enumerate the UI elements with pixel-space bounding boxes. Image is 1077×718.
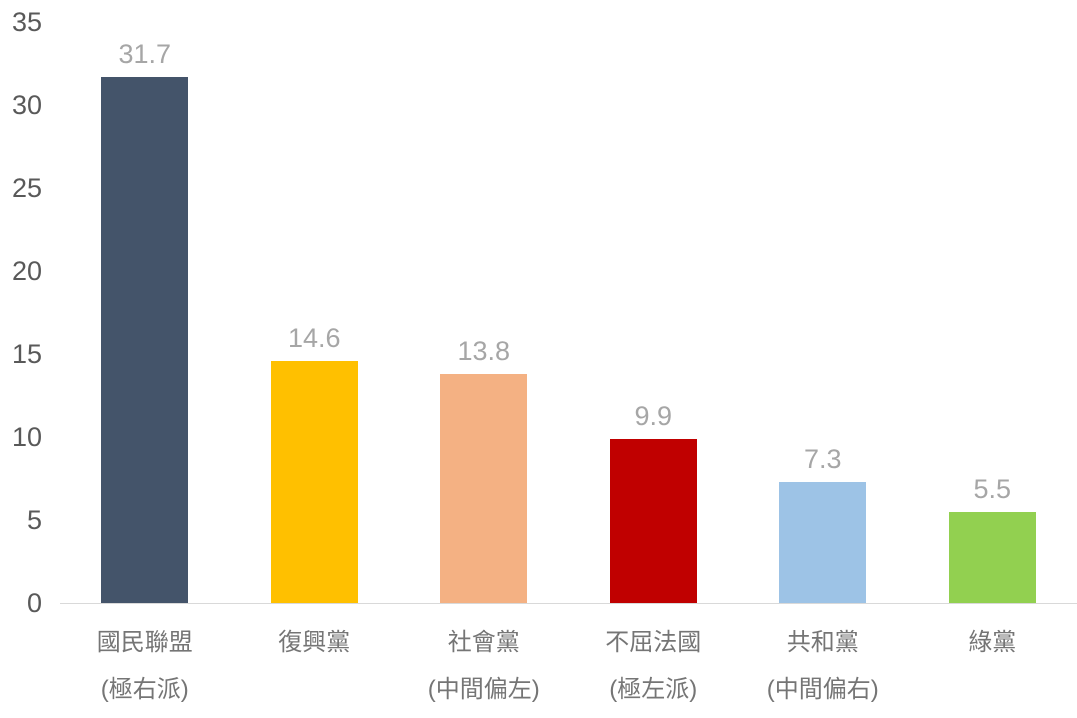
- y-axis-tick-label: 25: [11, 173, 42, 203]
- y-axis-tick-label: 15: [11, 339, 42, 369]
- category-label: 綠黨: [968, 629, 1017, 656]
- category-label: 共和黨: [786, 629, 859, 656]
- bar-value-label: 13.8: [457, 335, 511, 366]
- bar: [948, 511, 1036, 603]
- bar-value-label: 9.9: [634, 400, 673, 431]
- x-axis-line: [60, 603, 1077, 604]
- bar-value-label: 14.6: [287, 322, 341, 353]
- y-axis-tick-label: 10: [11, 422, 42, 452]
- bar: [270, 360, 358, 603]
- y-axis-tick-label: 5: [26, 505, 42, 535]
- y-axis-tick-label: 35: [11, 7, 42, 37]
- category-label: 不屈法國: [605, 629, 702, 656]
- bar: [440, 373, 528, 603]
- category-sublabel: (極右派): [100, 676, 189, 703]
- y-axis-tick-label: 20: [11, 256, 42, 286]
- bar: [609, 438, 697, 603]
- y-axis-tick-label: 30: [11, 90, 42, 120]
- category-label: 社會黨: [447, 629, 520, 656]
- category-sublabel: (極左派): [609, 676, 698, 703]
- bar-value-label: 31.7: [118, 38, 172, 69]
- bar: [779, 481, 867, 603]
- bar-value-label: 5.5: [973, 473, 1012, 504]
- bar: [101, 76, 189, 603]
- bar-value-label: 7.3: [803, 443, 842, 474]
- category-label: 國民聯盟: [96, 629, 193, 656]
- category-sublabel: (中間偏左): [427, 676, 540, 703]
- category-label: 復興黨: [278, 629, 351, 656]
- category-sublabel: (中間偏右): [766, 676, 879, 703]
- y-axis-tick-label: 0: [26, 588, 42, 618]
